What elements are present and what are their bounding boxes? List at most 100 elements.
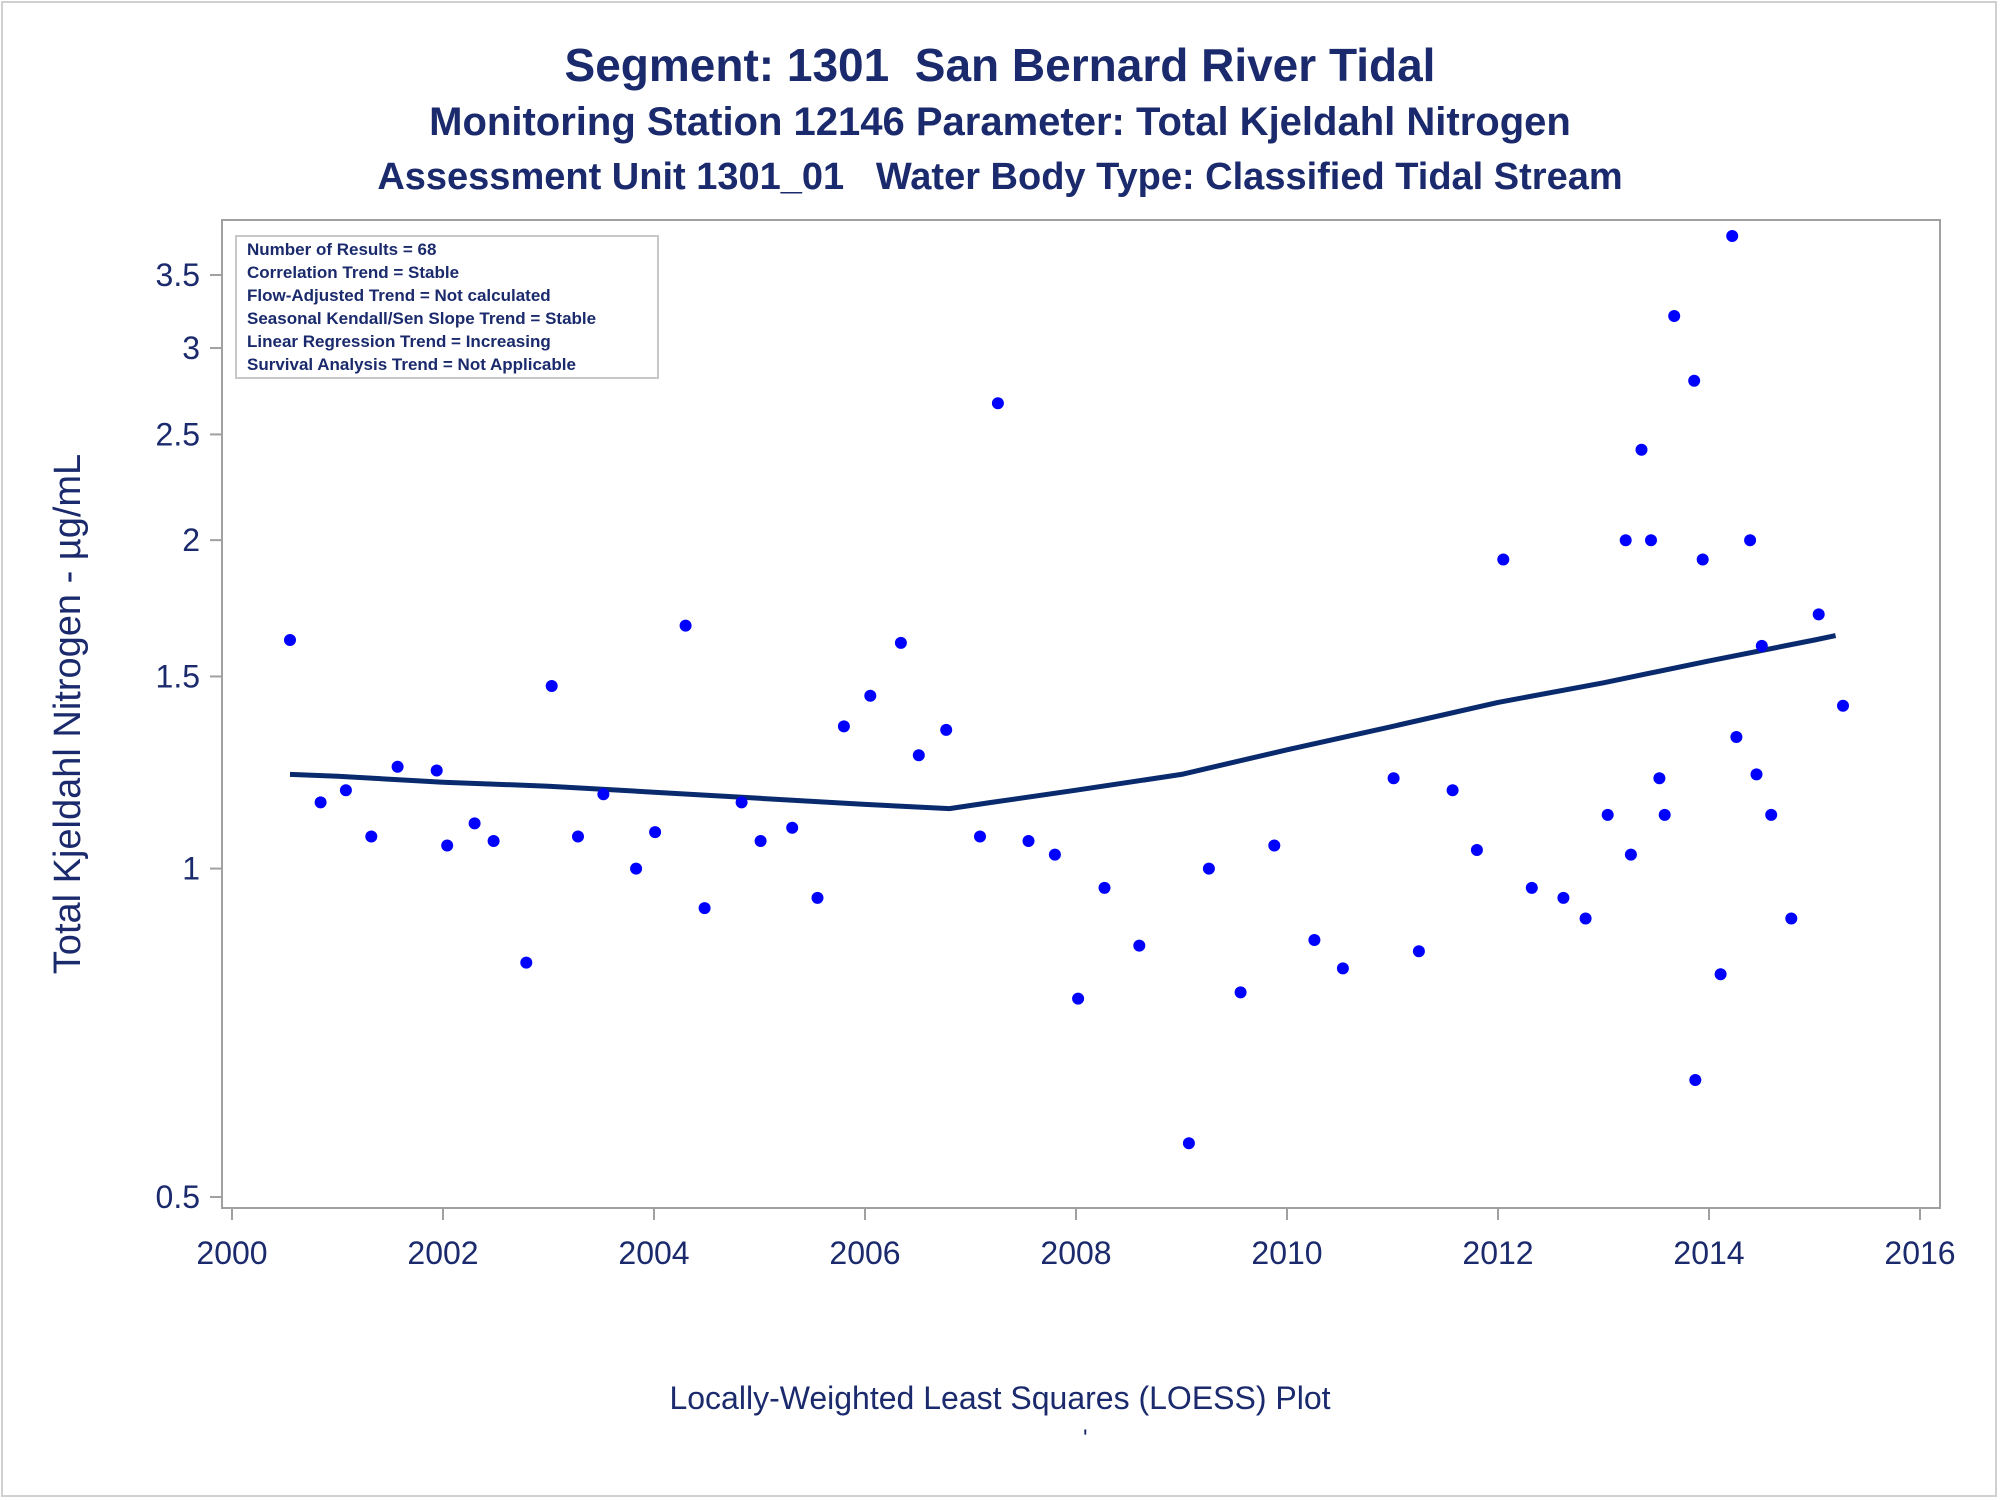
data-point <box>1470 844 1483 856</box>
data-point <box>649 826 662 839</box>
data-point <box>545 680 558 692</box>
plot-area <box>221 219 1941 1209</box>
data-point <box>754 835 767 847</box>
data-point <box>1635 443 1648 456</box>
data-point <box>1336 962 1349 975</box>
x-tick-label: 2008 <box>1040 1235 1111 1271</box>
x-tick-label: 2006 <box>829 1235 900 1271</box>
data-point <box>1653 772 1666 785</box>
chart-subtitle: Monitoring Station 12146 Parameter: Tota… <box>429 100 1571 144</box>
data-point <box>1668 310 1681 322</box>
footnote-mark: ' <box>1083 1425 1088 1452</box>
data-point <box>940 723 953 736</box>
data-point <box>1714 968 1727 981</box>
data-point <box>864 689 877 702</box>
data-point <box>1072 992 1085 1005</box>
x-tick-label: 2014 <box>1673 1235 1744 1271</box>
stats-inset: Number of Results = 68 Correlation Trend… <box>235 235 659 379</box>
x-tick-label: 2002 <box>407 1235 478 1271</box>
y-tick-label: 3 <box>182 330 200 366</box>
data-point <box>811 891 824 904</box>
data-point <box>1412 945 1425 958</box>
data-point <box>487 835 500 847</box>
x-tick-label: 2010 <box>1251 1235 1322 1271</box>
y-tick-label: 2.5 <box>156 416 200 452</box>
data-point <box>894 636 907 649</box>
data-point <box>1750 768 1763 781</box>
data-point <box>1387 772 1400 785</box>
data-point <box>1202 862 1215 875</box>
data-point <box>572 830 584 843</box>
y-tick-label: 1 <box>182 851 200 887</box>
y-axis-label: Total Kjeldahl Nitrogen - µg/mL <box>47 454 89 974</box>
data-point <box>1812 608 1825 621</box>
data-point <box>1601 808 1614 821</box>
data-point <box>1308 934 1321 946</box>
data-point <box>698 902 711 915</box>
stats-line: Seasonal Kendall/Sen Slope Trend = Stabl… <box>247 309 596 328</box>
data-point <box>991 397 1004 410</box>
y-tick-label: 0.5 <box>156 1179 200 1215</box>
data-point <box>679 619 692 632</box>
data-point <box>1268 839 1281 852</box>
stats-line: Flow-Adjusted Trend = Not calculated <box>247 286 551 305</box>
data-point <box>1645 534 1657 547</box>
x-tick-label: 2004 <box>618 1235 689 1271</box>
stats-line: Correlation Trend = Stable <box>247 263 459 282</box>
stats-inset-border <box>235 235 659 379</box>
data-point <box>441 839 454 852</box>
data-point <box>1234 986 1247 999</box>
data-point <box>1837 699 1849 712</box>
data-point <box>1755 639 1768 652</box>
data-point <box>468 817 481 830</box>
y-tick-label: 2 <box>182 522 200 558</box>
data-point <box>1726 230 1739 242</box>
data-point <box>735 796 748 809</box>
plot-footnote: Locally-Weighted Least Squares (LOESS) P… <box>669 1380 1331 1416</box>
data-point <box>284 634 296 646</box>
data-point <box>597 788 610 801</box>
x-tick-label: 2012 <box>1462 1235 1533 1271</box>
stats-line: Number of Results = 68 <box>247 240 436 259</box>
x-axis: 2000 2002 2004 2006 2008 2010 2012 2014 2016 <box>196 1208 1956 1271</box>
x-tick-label: 2000 <box>196 1235 267 1271</box>
data-point <box>1785 912 1798 925</box>
data-point <box>1098 881 1111 894</box>
data-point <box>314 796 327 809</box>
data-point <box>1765 808 1778 821</box>
y-tick-label: 1.5 <box>156 658 200 694</box>
data-point <box>1182 1137 1195 1150</box>
data-point <box>1696 553 1709 566</box>
data-point <box>974 830 986 843</box>
data-point <box>520 956 533 969</box>
data-point <box>1619 534 1632 547</box>
data-point <box>339 784 352 797</box>
loess-layer <box>289 633 1837 812</box>
chart-title: Segment: 1301 San Bernard River Tidal <box>564 39 1436 91</box>
data-point <box>365 830 378 843</box>
y-tick-label: 3.5 <box>156 257 200 293</box>
data-point <box>912 749 925 762</box>
data-point <box>391 760 404 773</box>
data-point <box>837 720 850 733</box>
data-point <box>1497 553 1510 566</box>
data-point <box>1022 835 1035 847</box>
data-point <box>1658 808 1671 821</box>
data-point <box>1689 1074 1702 1086</box>
data-point <box>1446 784 1459 797</box>
data-point <box>1624 848 1637 861</box>
data-point <box>1744 534 1757 547</box>
loess-line <box>289 633 1837 812</box>
data-point <box>630 862 643 875</box>
chart-subtitle-2: Assessment Unit 1301_01 Water Body Type:… <box>377 156 1623 198</box>
data-point <box>1730 731 1743 743</box>
points-layer <box>284 230 1849 1150</box>
stats-line: Linear Regression Trend = Increasing <box>247 332 551 351</box>
data-point <box>430 764 443 777</box>
stats-line: Survival Analysis Trend = Not Applicable <box>247 355 576 374</box>
data-point <box>1048 848 1061 861</box>
data-point <box>1525 881 1538 894</box>
x-tick-label: 2016 <box>1884 1235 1955 1271</box>
